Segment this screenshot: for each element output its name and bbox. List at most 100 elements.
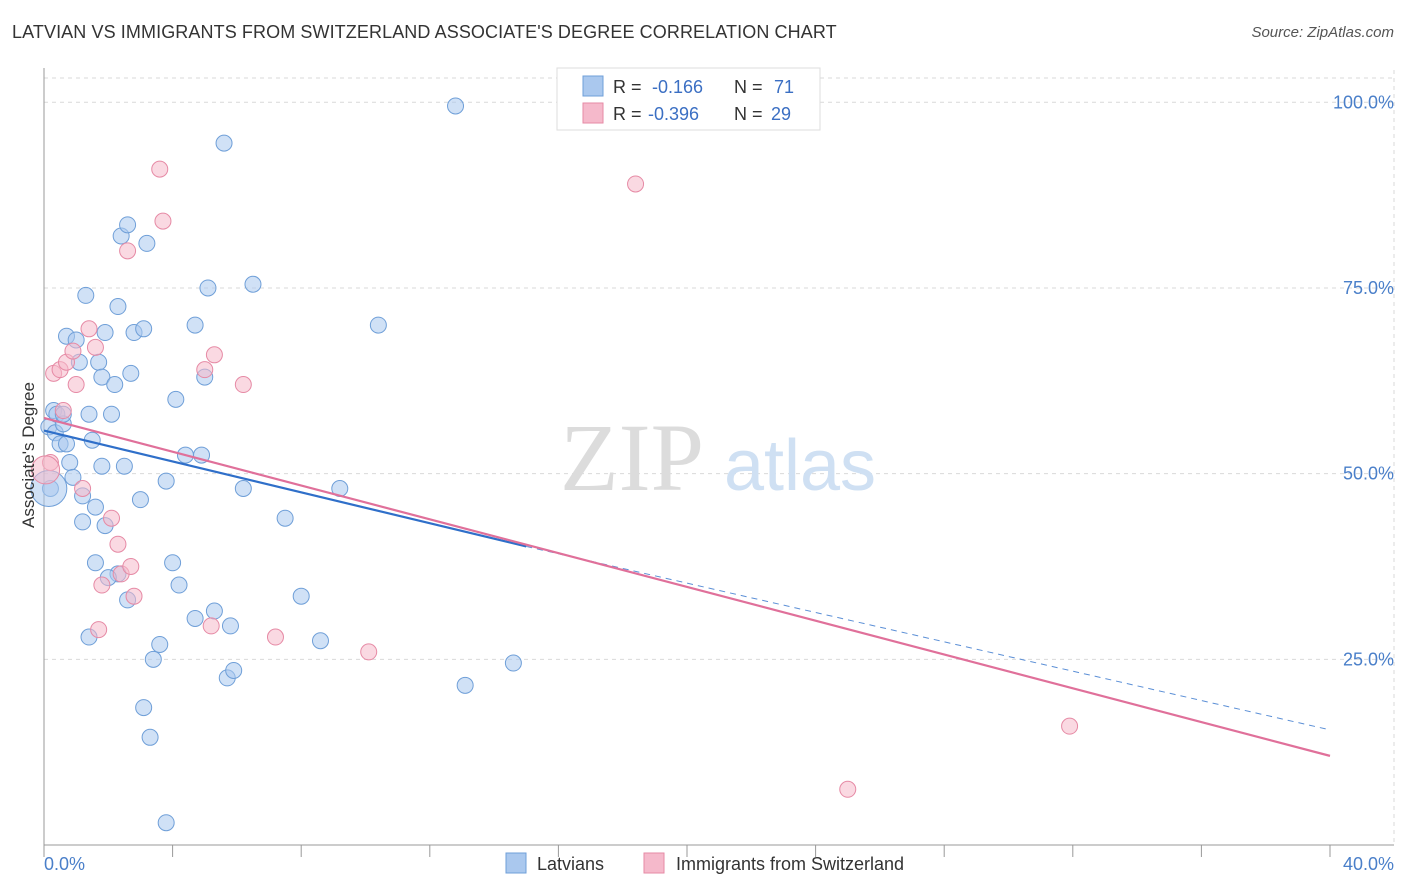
data-point — [360, 643, 378, 661]
source-label: Source: ZipAtlas.com — [1251, 24, 1394, 41]
data-point — [135, 320, 153, 338]
data-point — [144, 650, 162, 668]
data-point — [86, 554, 104, 572]
data-point — [196, 361, 214, 379]
legend-swatch-switzerland — [643, 852, 665, 874]
legend-label-switzerland: Immigrants from Switzerland — [676, 854, 904, 874]
data-point — [215, 134, 233, 152]
stats-r-value-1: -0.396 — [648, 104, 699, 124]
grid-lines — [44, 70, 1395, 845]
trend-line-switzerland — [43, 416, 1331, 757]
stats-n-label-0: N = — [734, 77, 763, 97]
x-tick-label-start: 0.0% — [44, 854, 85, 874]
data-point — [234, 479, 252, 497]
stats-legend: R = -0.166 N = 71 R = -0.396 N = 29 — [556, 67, 821, 131]
data-point — [103, 405, 121, 423]
data-point — [74, 513, 92, 531]
data-point — [627, 175, 645, 193]
legend-swatch-latvians — [505, 852, 527, 874]
data-point — [167, 390, 185, 408]
data-point — [202, 617, 220, 635]
stats-r-value-0: -0.166 — [652, 77, 703, 97]
data-point — [225, 661, 243, 679]
data-point — [54, 402, 72, 420]
y-tick-labels: 25.0% 50.0% 75.0% 100.0% — [1333, 92, 1394, 669]
data-point — [80, 320, 98, 338]
data-point — [61, 454, 79, 471]
data-point — [170, 576, 188, 594]
y-tick-label: 100.0% — [1333, 92, 1394, 112]
data-point — [839, 780, 857, 798]
stats-r-label-0: R = — [613, 77, 642, 97]
series-immigrants-from-switzerland — [31, 160, 1079, 798]
data-point — [151, 635, 169, 653]
trend-lines — [43, 416, 1331, 757]
data-point — [103, 509, 121, 527]
data-point — [154, 212, 172, 230]
data-point — [266, 628, 284, 646]
data-point — [64, 468, 82, 486]
stats-n-label-1: N = — [734, 104, 763, 124]
y-tick-label: 50.0% — [1343, 464, 1394, 484]
x-tick-label-end: 40.0% — [1343, 854, 1394, 874]
data-point — [276, 509, 294, 527]
data-point — [109, 298, 127, 316]
data-point — [199, 279, 217, 297]
chart-title: LATVIAN VS IMMIGRANTS FROM SWITZERLAND A… — [12, 22, 837, 42]
data-point — [122, 364, 140, 382]
watermark-atlas: atlas — [724, 426, 876, 506]
axes — [43, 68, 1394, 857]
y-tick-label: 75.0% — [1343, 278, 1394, 298]
data-point — [1061, 717, 1079, 735]
watermark: ZIP atlas — [560, 404, 876, 511]
data-point — [141, 728, 159, 746]
data-point — [90, 353, 108, 371]
data-point-large — [31, 455, 61, 485]
data-point — [86, 338, 104, 356]
bottom-legend: Latvians Immigrants from Switzerland — [505, 852, 904, 874]
data-point — [64, 342, 82, 360]
data-point — [131, 491, 149, 509]
stats-n-value-1: 29 — [771, 104, 791, 124]
data-point — [93, 457, 111, 475]
trend-line-latvians — [43, 429, 527, 548]
data-point — [80, 405, 98, 423]
data-point — [135, 699, 153, 717]
data-point — [369, 316, 387, 334]
y-axis-label: Associate's Degree — [19, 382, 38, 528]
data-point — [447, 97, 465, 115]
data-point — [292, 587, 310, 605]
series-latvians — [30, 97, 522, 832]
legend-label-latvians: Latvians — [537, 854, 604, 874]
data-point — [157, 472, 175, 490]
stats-n-value-0: 71 — [774, 77, 794, 97]
data-point — [77, 286, 95, 304]
data-point — [119, 216, 137, 234]
data-point — [86, 498, 104, 516]
data-point — [96, 324, 114, 342]
watermark-zip: ZIP — [560, 404, 704, 511]
data-point — [311, 632, 329, 650]
data-point — [122, 557, 140, 575]
data-point — [151, 160, 169, 178]
data-point — [106, 376, 124, 394]
data-point — [119, 242, 137, 260]
data-point — [125, 587, 143, 605]
data-point — [186, 609, 204, 627]
data-point — [93, 368, 111, 386]
data-point — [157, 814, 175, 832]
data-point — [205, 602, 223, 620]
data-point — [93, 576, 111, 594]
stats-swatch-switzerland — [582, 102, 604, 124]
stats-swatch-latvians — [582, 75, 604, 97]
y-tick-label: 25.0% — [1343, 649, 1394, 669]
data-point — [504, 654, 522, 672]
data-point — [90, 621, 108, 639]
data-point — [138, 234, 156, 252]
data-point — [74, 479, 92, 497]
data-point — [186, 316, 204, 334]
data-point — [456, 676, 474, 694]
data-point — [67, 376, 85, 394]
data-point — [164, 554, 182, 572]
